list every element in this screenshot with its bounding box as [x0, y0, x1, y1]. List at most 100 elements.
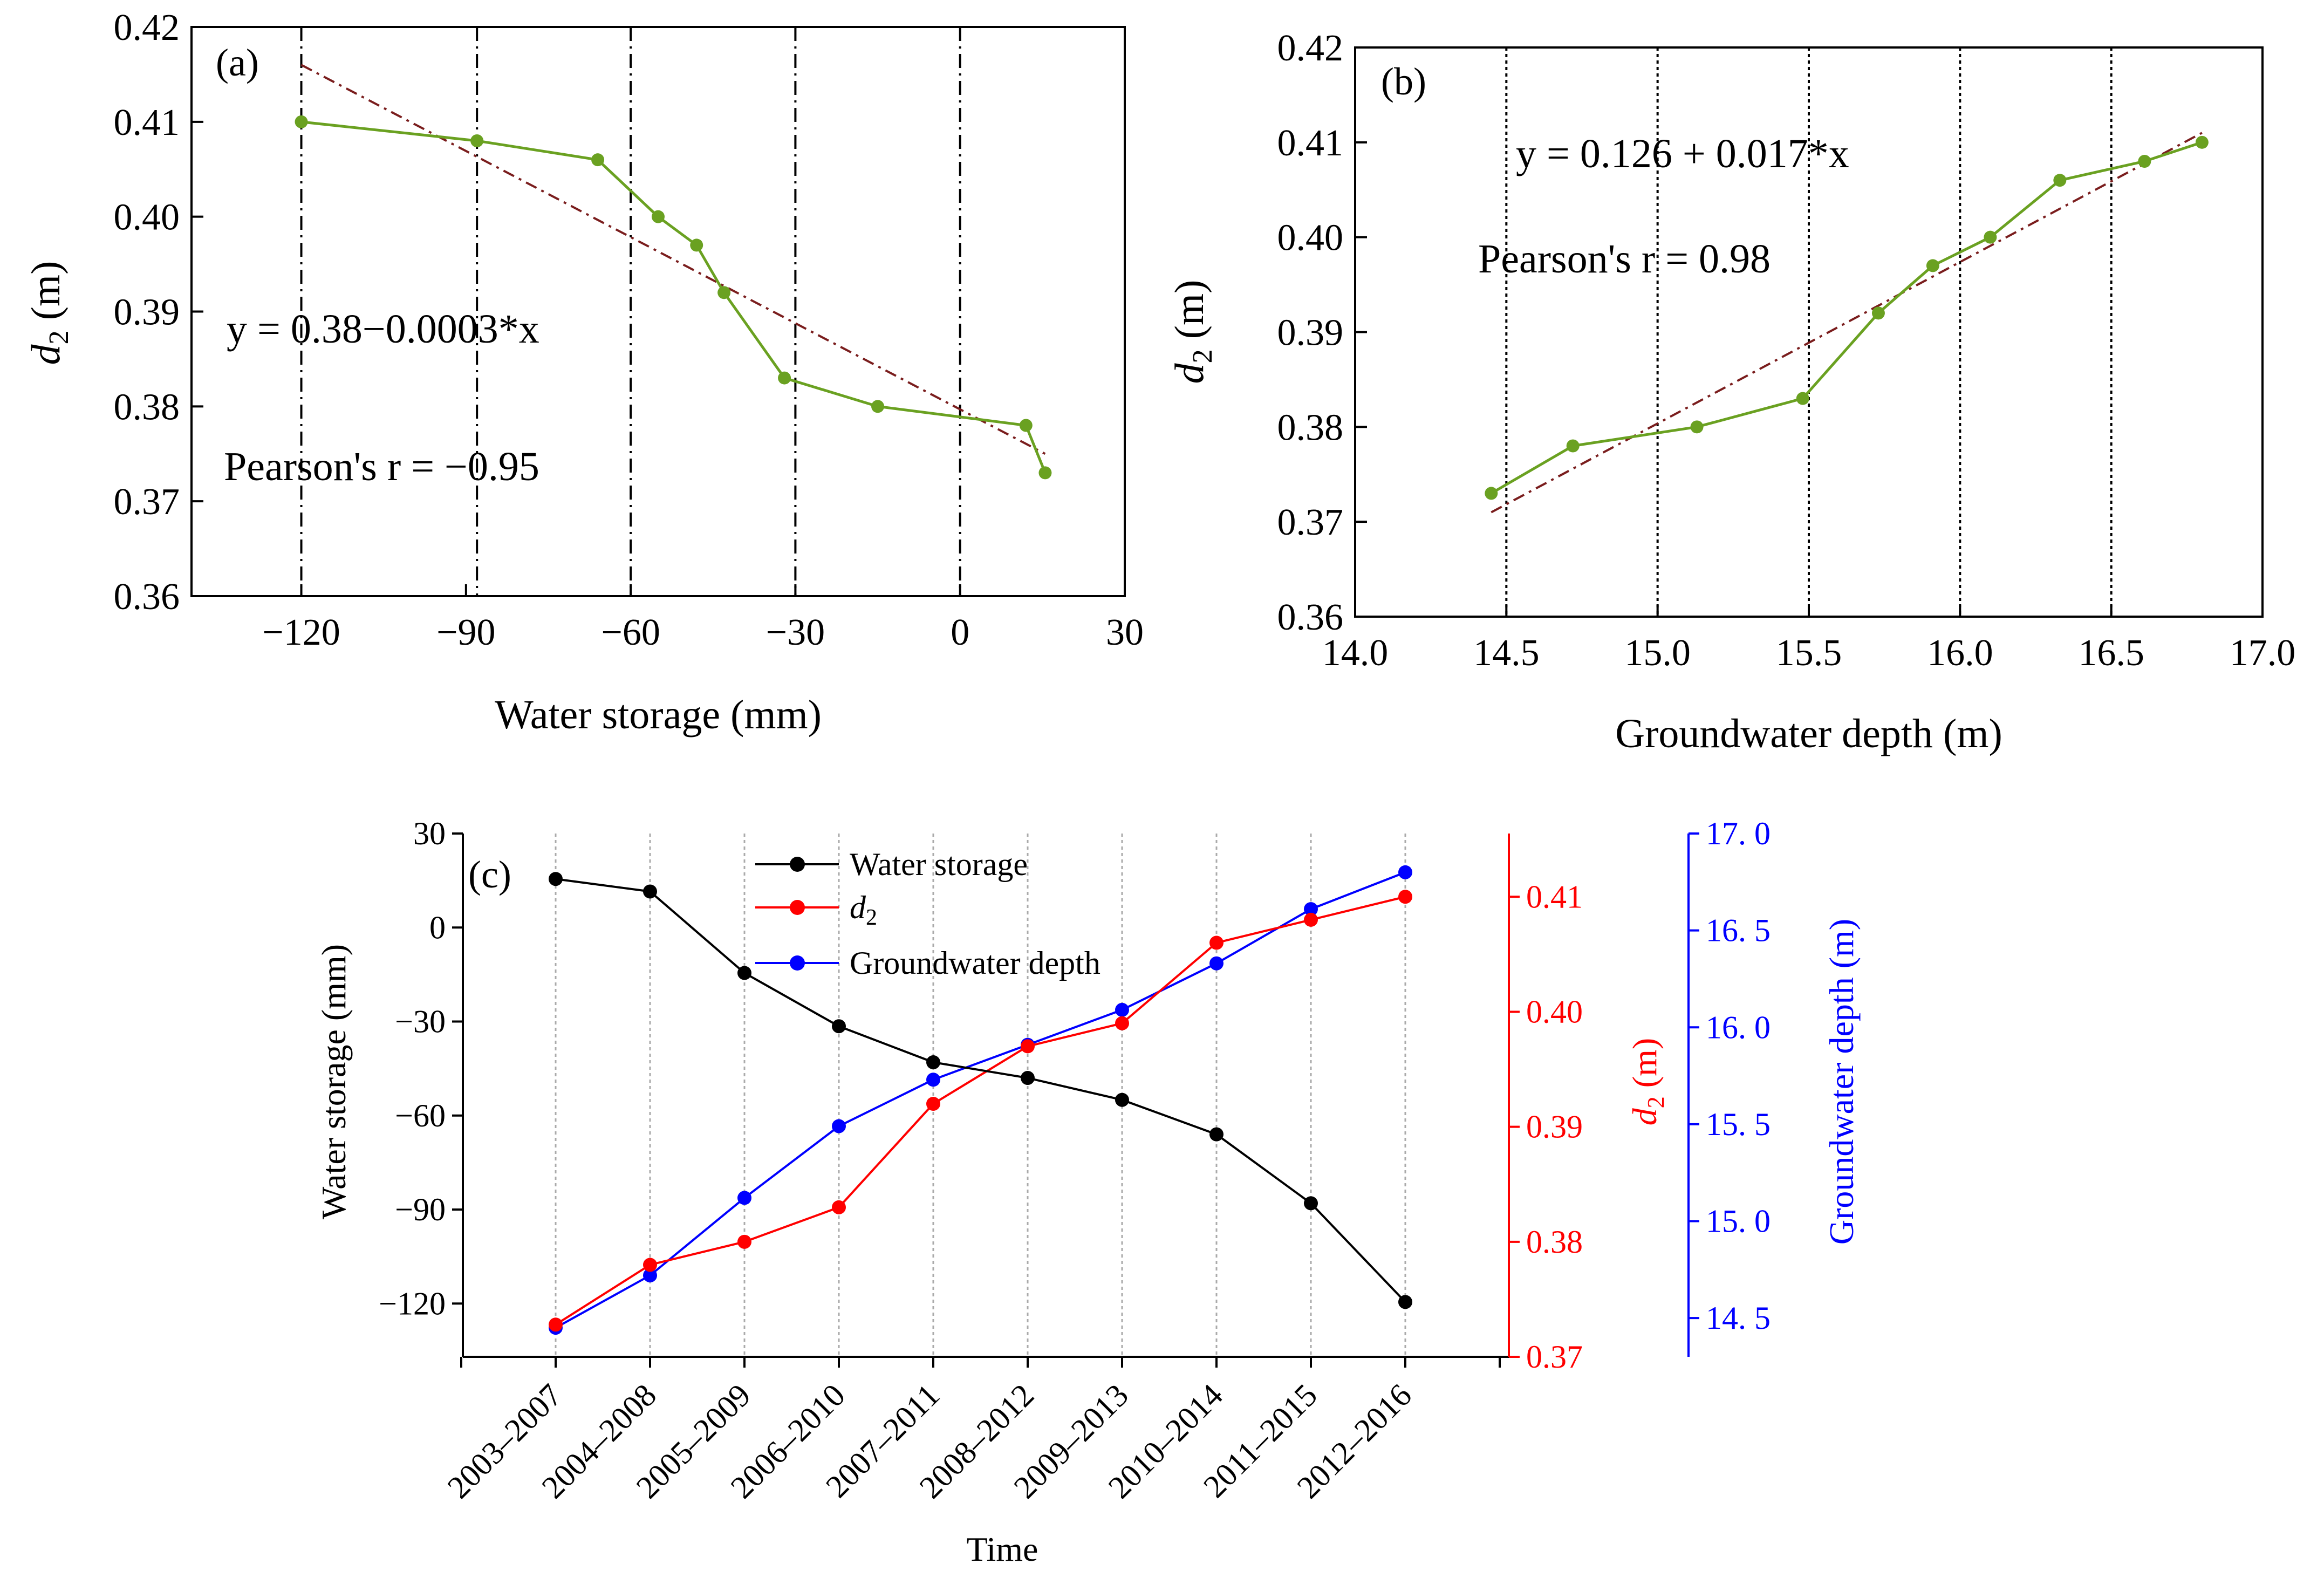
c-series-point-1: [549, 1317, 563, 1332]
panel-b-equation: y = 0.126 + 0.017*x: [1516, 131, 1849, 176]
a-ytick-label: 0.38: [114, 386, 180, 428]
a-point: [1019, 419, 1033, 432]
a-point: [690, 238, 703, 252]
panel-c-xlabel: Time: [967, 1530, 1038, 1568]
c-series-point-2: [832, 1119, 846, 1133]
b-point: [1984, 230, 1997, 244]
c-series-line-1: [555, 896, 1406, 1326]
a-xtick-label: 0: [951, 612, 969, 653]
panel-c-left-axis-label: Water storage (mm): [315, 944, 353, 1219]
panel-b-series: [1485, 135, 2209, 500]
panel-b-ylabel: d2 (m): [1167, 280, 1218, 384]
panel-a-pearson: Pearson's r = −0.95: [224, 444, 539, 489]
c-left-tick-label: −90: [395, 1192, 446, 1227]
legend-groundwater-depth: Groundwater depth: [850, 945, 1101, 981]
c-series-point-2: [1115, 1002, 1129, 1017]
c-series-point-1: [926, 1096, 940, 1111]
c-right1-tick-label: 0.37: [1526, 1339, 1583, 1375]
b-point: [2053, 174, 2067, 187]
a-ytick-label: 0.36: [114, 576, 180, 618]
a-series-line: [301, 120, 1047, 474]
c-right2-tick-label: 17. 0: [1706, 816, 1771, 851]
c-right2-tick-label: 15. 5: [1706, 1106, 1771, 1142]
c-series-point-1: [1021, 1039, 1035, 1054]
panel-a-fit: [300, 64, 1046, 455]
panel-c-label: (c): [468, 853, 511, 896]
c-right2-tick-label: 15. 0: [1706, 1204, 1771, 1239]
c-series-point-0: [1115, 1092, 1129, 1107]
b-ytick-label: 0.41: [1277, 122, 1344, 164]
c-series-line-0: [555, 878, 1406, 1303]
a-xtick-label: −120: [262, 612, 340, 653]
b-xtick-label: 16.0: [1927, 632, 1993, 674]
panel-b-gridlines: [1505, 47, 2113, 617]
b-point: [1485, 487, 1498, 500]
a-point: [295, 115, 308, 128]
b-point: [1690, 420, 1704, 434]
b-xtick-label: 17.0: [2230, 632, 2296, 674]
c-series-point-0: [832, 1019, 846, 1034]
a-xtick-label: −30: [766, 612, 825, 653]
a-xtick-label: −90: [436, 612, 495, 653]
c-series-point-0: [1209, 1127, 1223, 1142]
c-left-tick-label: −120: [379, 1286, 446, 1321]
b-fit-line: [1491, 132, 2203, 514]
panel-b-xlabel: Groundwater depth (m): [1615, 711, 2002, 756]
c-series-point-1: [1304, 912, 1318, 927]
panel-b: 14.0 14.5 15.0 15.5 16.0 16.5 17.0 0.36 0.37 0.38…: [1167, 28, 2295, 756]
legend-water-storage: Water storage: [850, 846, 1028, 882]
c-series-point-1: [643, 1258, 657, 1272]
c-series-point-0: [1304, 1196, 1318, 1211]
b-ytick-label: 0.42: [1277, 28, 1344, 69]
b-point: [1566, 439, 1580, 453]
c-series-line-2: [555, 871, 1406, 1329]
c-series-point-0: [737, 966, 751, 980]
a-fit-line: [300, 64, 1046, 455]
c-series-point-0: [549, 872, 563, 886]
b-point: [2195, 135, 2209, 149]
b-ytick-label: 0.40: [1277, 217, 1344, 259]
b-xtick-label: 14.0: [1322, 632, 1389, 674]
b-ytick-label: 0.38: [1277, 407, 1344, 448]
c-series-point-1: [1209, 935, 1223, 950]
panel-a-ticks: −120 −90 −60 −30 0 30 0.36 0.37 0.38 0.39 0.40 0.41…: [114, 7, 1144, 653]
c-left-tick-label: −30: [395, 1004, 446, 1040]
c-right2-tick-label: 16. 5: [1706, 913, 1771, 948]
c-right1-tick-label: 0.39: [1526, 1109, 1583, 1145]
c-series-point-2: [926, 1073, 940, 1087]
c-series-point-1: [832, 1200, 846, 1214]
c-series-point-2: [643, 1268, 657, 1283]
c-right1-tick-label: 0.38: [1526, 1224, 1583, 1260]
a-point: [652, 210, 665, 223]
panel-a-equation: y = 0.38−0.0003*x: [227, 306, 539, 352]
panel-a-series: [295, 115, 1052, 480]
b-series-line: [1491, 141, 2203, 495]
b-ytick-label: 0.36: [1277, 597, 1344, 638]
a-point: [591, 153, 605, 167]
a-point: [470, 134, 484, 147]
c-series-point-1: [737, 1234, 751, 1249]
b-ytick-label: 0.39: [1277, 312, 1344, 354]
a-ytick-label: 0.40: [114, 197, 180, 238]
a-point: [871, 400, 885, 413]
c-series-point-2: [1304, 902, 1318, 917]
c-left-tick-label: −60: [395, 1098, 446, 1133]
b-xtick-label: 16.5: [2078, 632, 2144, 674]
b-xtick-label: 14.5: [1473, 632, 1540, 674]
a-ytick-label: 0.37: [114, 481, 180, 523]
panel-b-label: (b): [1381, 60, 1426, 103]
c-series-point-2: [1209, 956, 1223, 971]
panel-a-xlabel: Water storage (mm): [495, 692, 822, 737]
c-series-point-0: [926, 1055, 940, 1070]
panel-c: 2003–20072004–20082005–20092006–20102007…: [315, 816, 1861, 1568]
a-point: [717, 286, 731, 299]
panel-c-right2-axis-label: Groundwater depth (m): [1822, 919, 1861, 1245]
panel-c-legend: Water storage d2 Groundwater depth: [755, 846, 1101, 981]
panel-c-series: [549, 865, 1412, 1335]
legend-d2: d2: [850, 890, 877, 930]
c-series-point-0: [1021, 1071, 1035, 1085]
panel-b-ticks: 14.0 14.5 15.0 15.5 16.0 16.5 17.0 0.36 0.37 0.38…: [1277, 28, 2296, 674]
a-xtick-label: −60: [601, 612, 660, 653]
c-left-tick-label: 30: [413, 816, 446, 851]
c-series-point-2: [1398, 865, 1412, 879]
